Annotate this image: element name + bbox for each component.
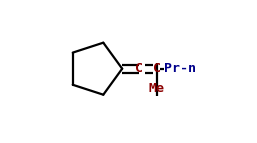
- Text: Pr-n: Pr-n: [164, 62, 196, 75]
- Text: C: C: [135, 62, 143, 75]
- Text: C: C: [153, 62, 161, 75]
- Text: Me: Me: [149, 82, 164, 95]
